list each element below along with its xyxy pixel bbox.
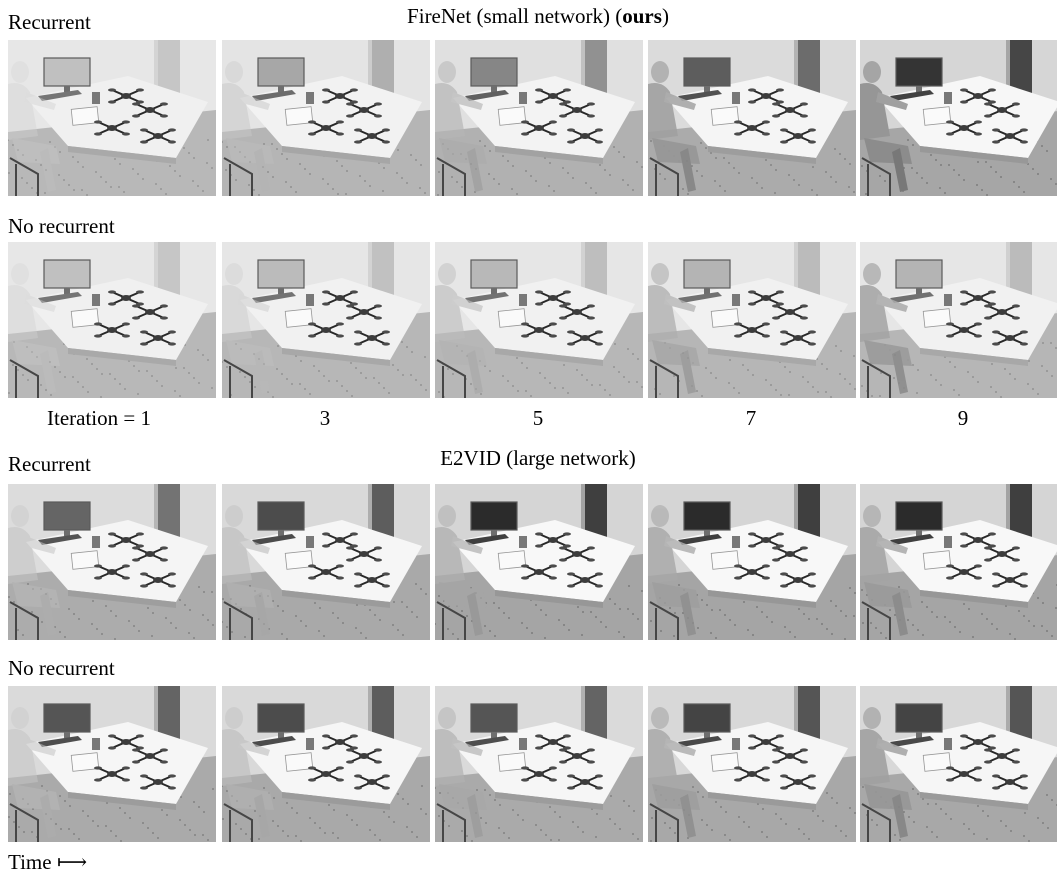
frame-image [8,40,216,196]
row-label-s1-no-recurrent: No recurrent [8,214,115,238]
frame-reconstruction [860,242,1057,398]
frame-image [8,686,216,842]
frame-image [222,40,430,196]
frame-image [860,484,1057,640]
frame-reconstruction [222,242,430,398]
frame-reconstruction [648,484,856,640]
frame-image [648,686,856,842]
frame-reconstruction [435,686,643,842]
iteration-label-9: 9 [957,406,969,430]
frame-reconstruction [435,484,643,640]
frame-reconstruction [435,40,643,196]
section-title-e2vid: E2VID (large network) [440,446,636,470]
frame-reconstruction [648,686,856,842]
frame-image [860,40,1057,196]
frame-image [222,242,430,398]
frame-reconstruction [860,686,1057,842]
frame-image [648,242,856,398]
frame-image [435,686,643,842]
title-prefix-e2vid: E2VID (large network) [440,446,636,470]
frame-image [648,40,856,196]
iteration-label-1: Iteration = 1 [47,406,151,430]
frame-image [435,484,643,640]
iteration-label-5: 5 [532,406,544,430]
frame-reconstruction [222,40,430,196]
frame-image [222,484,430,640]
frame-reconstruction [8,40,216,196]
frame-reconstruction [222,686,430,842]
frame-reconstruction [648,242,856,398]
title-bold: ours [622,4,662,28]
frame-image [860,242,1057,398]
iteration-label-7: 7 [745,406,757,430]
title-suffix: ) [661,4,669,28]
frame-reconstruction [860,484,1057,640]
frame-image [648,484,856,640]
frame-reconstruction [8,484,216,640]
frame-reconstruction [435,242,643,398]
row-label-s2-no-recurrent: No recurrent [8,656,115,680]
row-label-s1-recurrent: Recurrent [8,10,91,34]
time-axis-label: Time ⟼ [8,850,87,874]
frame-reconstruction [8,686,216,842]
frame-image [8,484,216,640]
frame-reconstruction [860,40,1057,196]
row-label-s2-recurrent: Recurrent [8,452,91,476]
section-title-firenet: FireNet (small network) (ours) [407,4,669,28]
title-prefix: FireNet (small network) ( [407,4,623,28]
frame-reconstruction [648,40,856,196]
frame-image [8,242,216,398]
frame-image [860,686,1057,842]
frame-image [435,242,643,398]
frame-image [435,40,643,196]
iteration-label-3: 3 [319,406,331,430]
frame-reconstruction [222,484,430,640]
frame-reconstruction [8,242,216,398]
frame-image [222,686,430,842]
